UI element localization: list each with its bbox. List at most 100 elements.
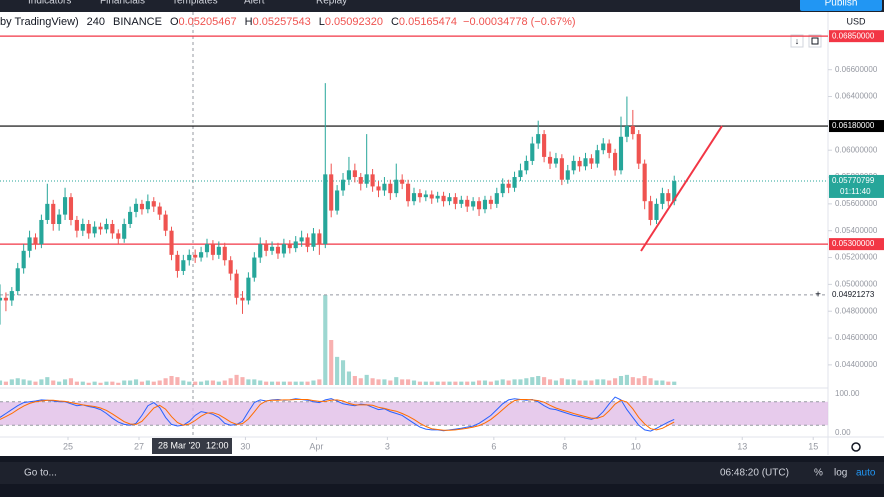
volume-bar bbox=[618, 376, 624, 385]
fullscreen-button[interactable] bbox=[808, 34, 822, 48]
settings-icon[interactable] bbox=[851, 442, 861, 452]
volume-bar bbox=[530, 377, 535, 385]
top-toolbar bbox=[0, 0, 884, 12]
candle-body bbox=[589, 158, 594, 164]
candle-body bbox=[9, 291, 14, 301]
candle-body bbox=[86, 223, 91, 234]
scroll-down-button[interactable] bbox=[790, 34, 804, 48]
volume-bar bbox=[654, 380, 659, 385]
volume-bar bbox=[500, 379, 505, 385]
volume-bar bbox=[672, 381, 677, 385]
volume-bar bbox=[329, 340, 334, 385]
candle-body bbox=[287, 244, 292, 249]
toolbar-item[interactable]: Financials bbox=[100, 0, 145, 7]
publish-button[interactable] bbox=[800, 0, 882, 11]
fullscreen-icon[interactable] bbox=[811, 37, 819, 45]
volume-bar bbox=[435, 381, 440, 385]
candle-body bbox=[630, 126, 635, 135]
volume-bar bbox=[234, 374, 239, 385]
trend-line-drawing[interactable] bbox=[640, 125, 723, 252]
x-tick-label: Apr bbox=[309, 441, 323, 451]
crosshair-date: 28 Mar '20 bbox=[158, 440, 200, 450]
level-price-box bbox=[829, 30, 884, 43]
goto-button[interactable]: Go to... bbox=[24, 468, 57, 479]
candle-body bbox=[21, 250, 26, 269]
volume-bar bbox=[145, 380, 150, 385]
symbol-legend: by TradingView) 240 BINANCE O0.05205467 H0.0… bbox=[0, 16, 576, 28]
percent-toggle[interactable]: % bbox=[814, 468, 823, 479]
legend-text: 0.05205467 bbox=[179, 16, 237, 28]
candle-body bbox=[471, 201, 476, 207]
x-tick-label: 30 bbox=[240, 441, 250, 451]
bar-countdown: 01:11:40 bbox=[840, 187, 871, 196]
candle-body bbox=[104, 223, 109, 230]
auto-toggle[interactable]: auto bbox=[856, 468, 876, 479]
stoch-tick-label: 100.00 bbox=[835, 389, 860, 398]
candle-body bbox=[352, 170, 357, 178]
volume-bar bbox=[352, 376, 357, 385]
volume-bar bbox=[553, 380, 559, 385]
volume-bar bbox=[175, 377, 180, 385]
toolbar-item[interactable]: Templates bbox=[172, 0, 218, 7]
utc-clock[interactable]: 06:48:20 (UTC) bbox=[720, 468, 789, 479]
volume-bar bbox=[577, 380, 582, 385]
volume-bar bbox=[583, 380, 588, 385]
volume-bar bbox=[630, 377, 635, 385]
volume-bar bbox=[601, 379, 606, 385]
publish-label[interactable]: Publish bbox=[825, 0, 858, 9]
candle-body bbox=[607, 143, 612, 153]
candle-body bbox=[240, 297, 245, 301]
volume-bar bbox=[15, 378, 20, 385]
y-tick-label: 0.05000000 bbox=[835, 279, 878, 288]
volume-bar bbox=[57, 381, 62, 385]
legend-text: O bbox=[170, 16, 179, 28]
candle-body bbox=[666, 193, 671, 202]
legend-text: 240 bbox=[87, 16, 105, 28]
volume-bar bbox=[128, 380, 133, 385]
candle-body bbox=[530, 143, 535, 161]
log-toggle[interactable]: log bbox=[834, 468, 847, 479]
candle-body bbox=[618, 136, 624, 171]
y-tick-label: 0.04800000 bbox=[835, 306, 878, 315]
y-tick-label: 0.06600000 bbox=[835, 65, 878, 74]
volume-bar bbox=[0, 380, 3, 385]
candle-body bbox=[613, 152, 618, 171]
toolbar-item[interactable]: Replay bbox=[316, 0, 347, 7]
candle-body bbox=[151, 201, 156, 207]
candle-body bbox=[672, 181, 677, 202]
volume-bar bbox=[264, 381, 269, 385]
volume-bar bbox=[382, 379, 387, 385]
level-price-label: 0.04921273 bbox=[832, 290, 875, 299]
toolbar-item[interactable]: Indicators bbox=[28, 0, 71, 7]
legend-text: 0.05092320 bbox=[325, 16, 383, 28]
volume-bar bbox=[571, 379, 576, 385]
candle-body bbox=[269, 246, 275, 251]
candle-body bbox=[234, 273, 239, 298]
currency-label: USD bbox=[846, 16, 866, 26]
candle-body bbox=[204, 244, 210, 253]
volume-bar bbox=[74, 381, 79, 385]
candle-body bbox=[62, 197, 68, 215]
volume-bar bbox=[559, 378, 564, 385]
scroll-down-icon[interactable]: ↓ bbox=[795, 36, 800, 46]
volume-bar bbox=[104, 381, 109, 385]
candle-body bbox=[435, 195, 440, 199]
x-tick-label: 13 bbox=[737, 441, 747, 451]
volume-bar bbox=[258, 380, 263, 385]
volume-bar bbox=[636, 378, 641, 385]
y-tick-label: 0.04400000 bbox=[835, 360, 878, 369]
volume-bar bbox=[506, 380, 511, 385]
candle-body bbox=[264, 244, 269, 251]
candle-body bbox=[512, 177, 517, 188]
volume-bar bbox=[417, 381, 422, 385]
candle-body bbox=[51, 203, 56, 224]
candle-body bbox=[518, 170, 523, 178]
candle-body bbox=[216, 246, 221, 255]
candle-body bbox=[624, 126, 629, 137]
candle-body bbox=[542, 134, 547, 157]
toolbar-item[interactable]: Alert bbox=[244, 0, 265, 7]
candle-body bbox=[429, 194, 434, 199]
candle-body bbox=[128, 211, 133, 224]
candle-body bbox=[80, 223, 85, 231]
volume-bar bbox=[613, 378, 618, 385]
